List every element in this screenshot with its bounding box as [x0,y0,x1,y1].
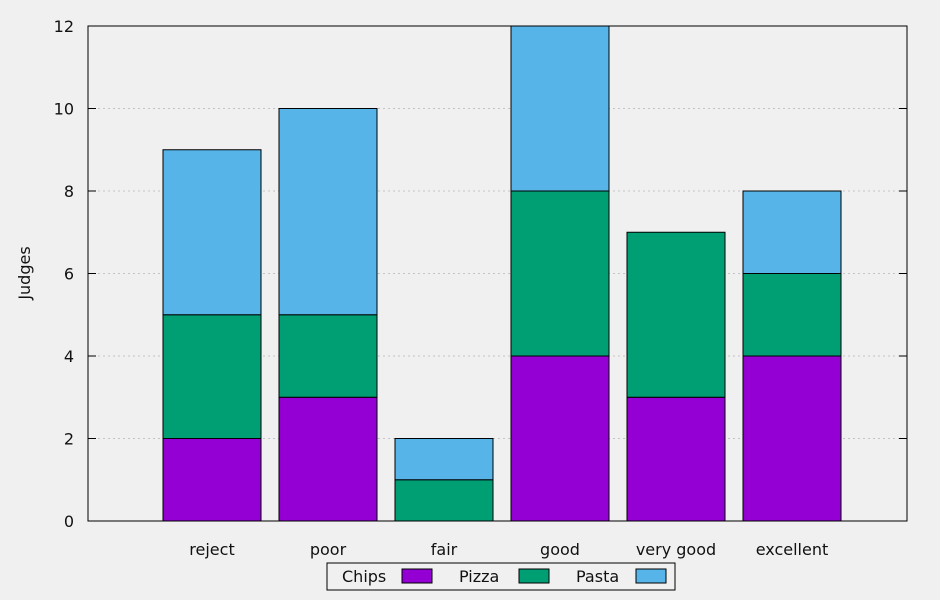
y-axis-title: Judges [15,246,34,300]
legend: Chips Pizza Pasta [326,562,676,591]
bar-pizza-very-good [626,231,726,398]
y-tick-label: 4 [64,347,74,366]
x-tick-label: reject [189,540,234,559]
bar-pizza-reject [162,314,262,439]
y-tick-label: 2 [64,430,74,449]
legend-swatch-chips [401,568,433,584]
x-axis: reject poor fair good very good excellent [189,540,828,559]
bar-chips-poor [278,396,378,522]
x-tick-label: poor [310,540,347,559]
x-tick-label: excellent [756,540,829,559]
y-axis: 0 2 4 6 8 10 12 [54,17,907,531]
bars-group [162,25,842,522]
bar-pasta-excellent [742,190,842,274]
bar-pasta-fair [394,438,494,481]
x-tick-label: very good [636,540,716,559]
bar-pizza-fair [394,479,494,522]
bar-pasta-good [510,25,610,192]
bar-pizza-poor [278,314,378,398]
legend-label-pizza: Pizza [459,567,499,586]
bar-pizza-good [510,190,610,357]
bar-chips-very-good [626,396,726,522]
y-tick-label: 6 [64,265,74,284]
bar-chips-good [510,355,610,522]
legend-box [326,562,676,591]
bar-chips-reject [162,438,262,522]
bar-pasta-reject [162,149,262,316]
bar-pizza-excellent [742,273,842,357]
y-tick-label: 12 [54,17,74,36]
legend-label-chips: Chips [342,567,386,586]
y-tick-label: 8 [64,182,74,201]
bar-pasta-poor [278,108,378,316]
legend-swatch-pasta [635,568,667,584]
x-tick-label: good [540,540,580,559]
legend-label-pasta: Pasta [576,567,619,586]
bar-chips-excellent [742,355,842,522]
y-tick-label: 0 [64,512,74,531]
y-tick-label: 10 [54,100,74,119]
x-tick-label: fair [431,540,458,559]
legend-swatch-pizza [518,568,550,584]
